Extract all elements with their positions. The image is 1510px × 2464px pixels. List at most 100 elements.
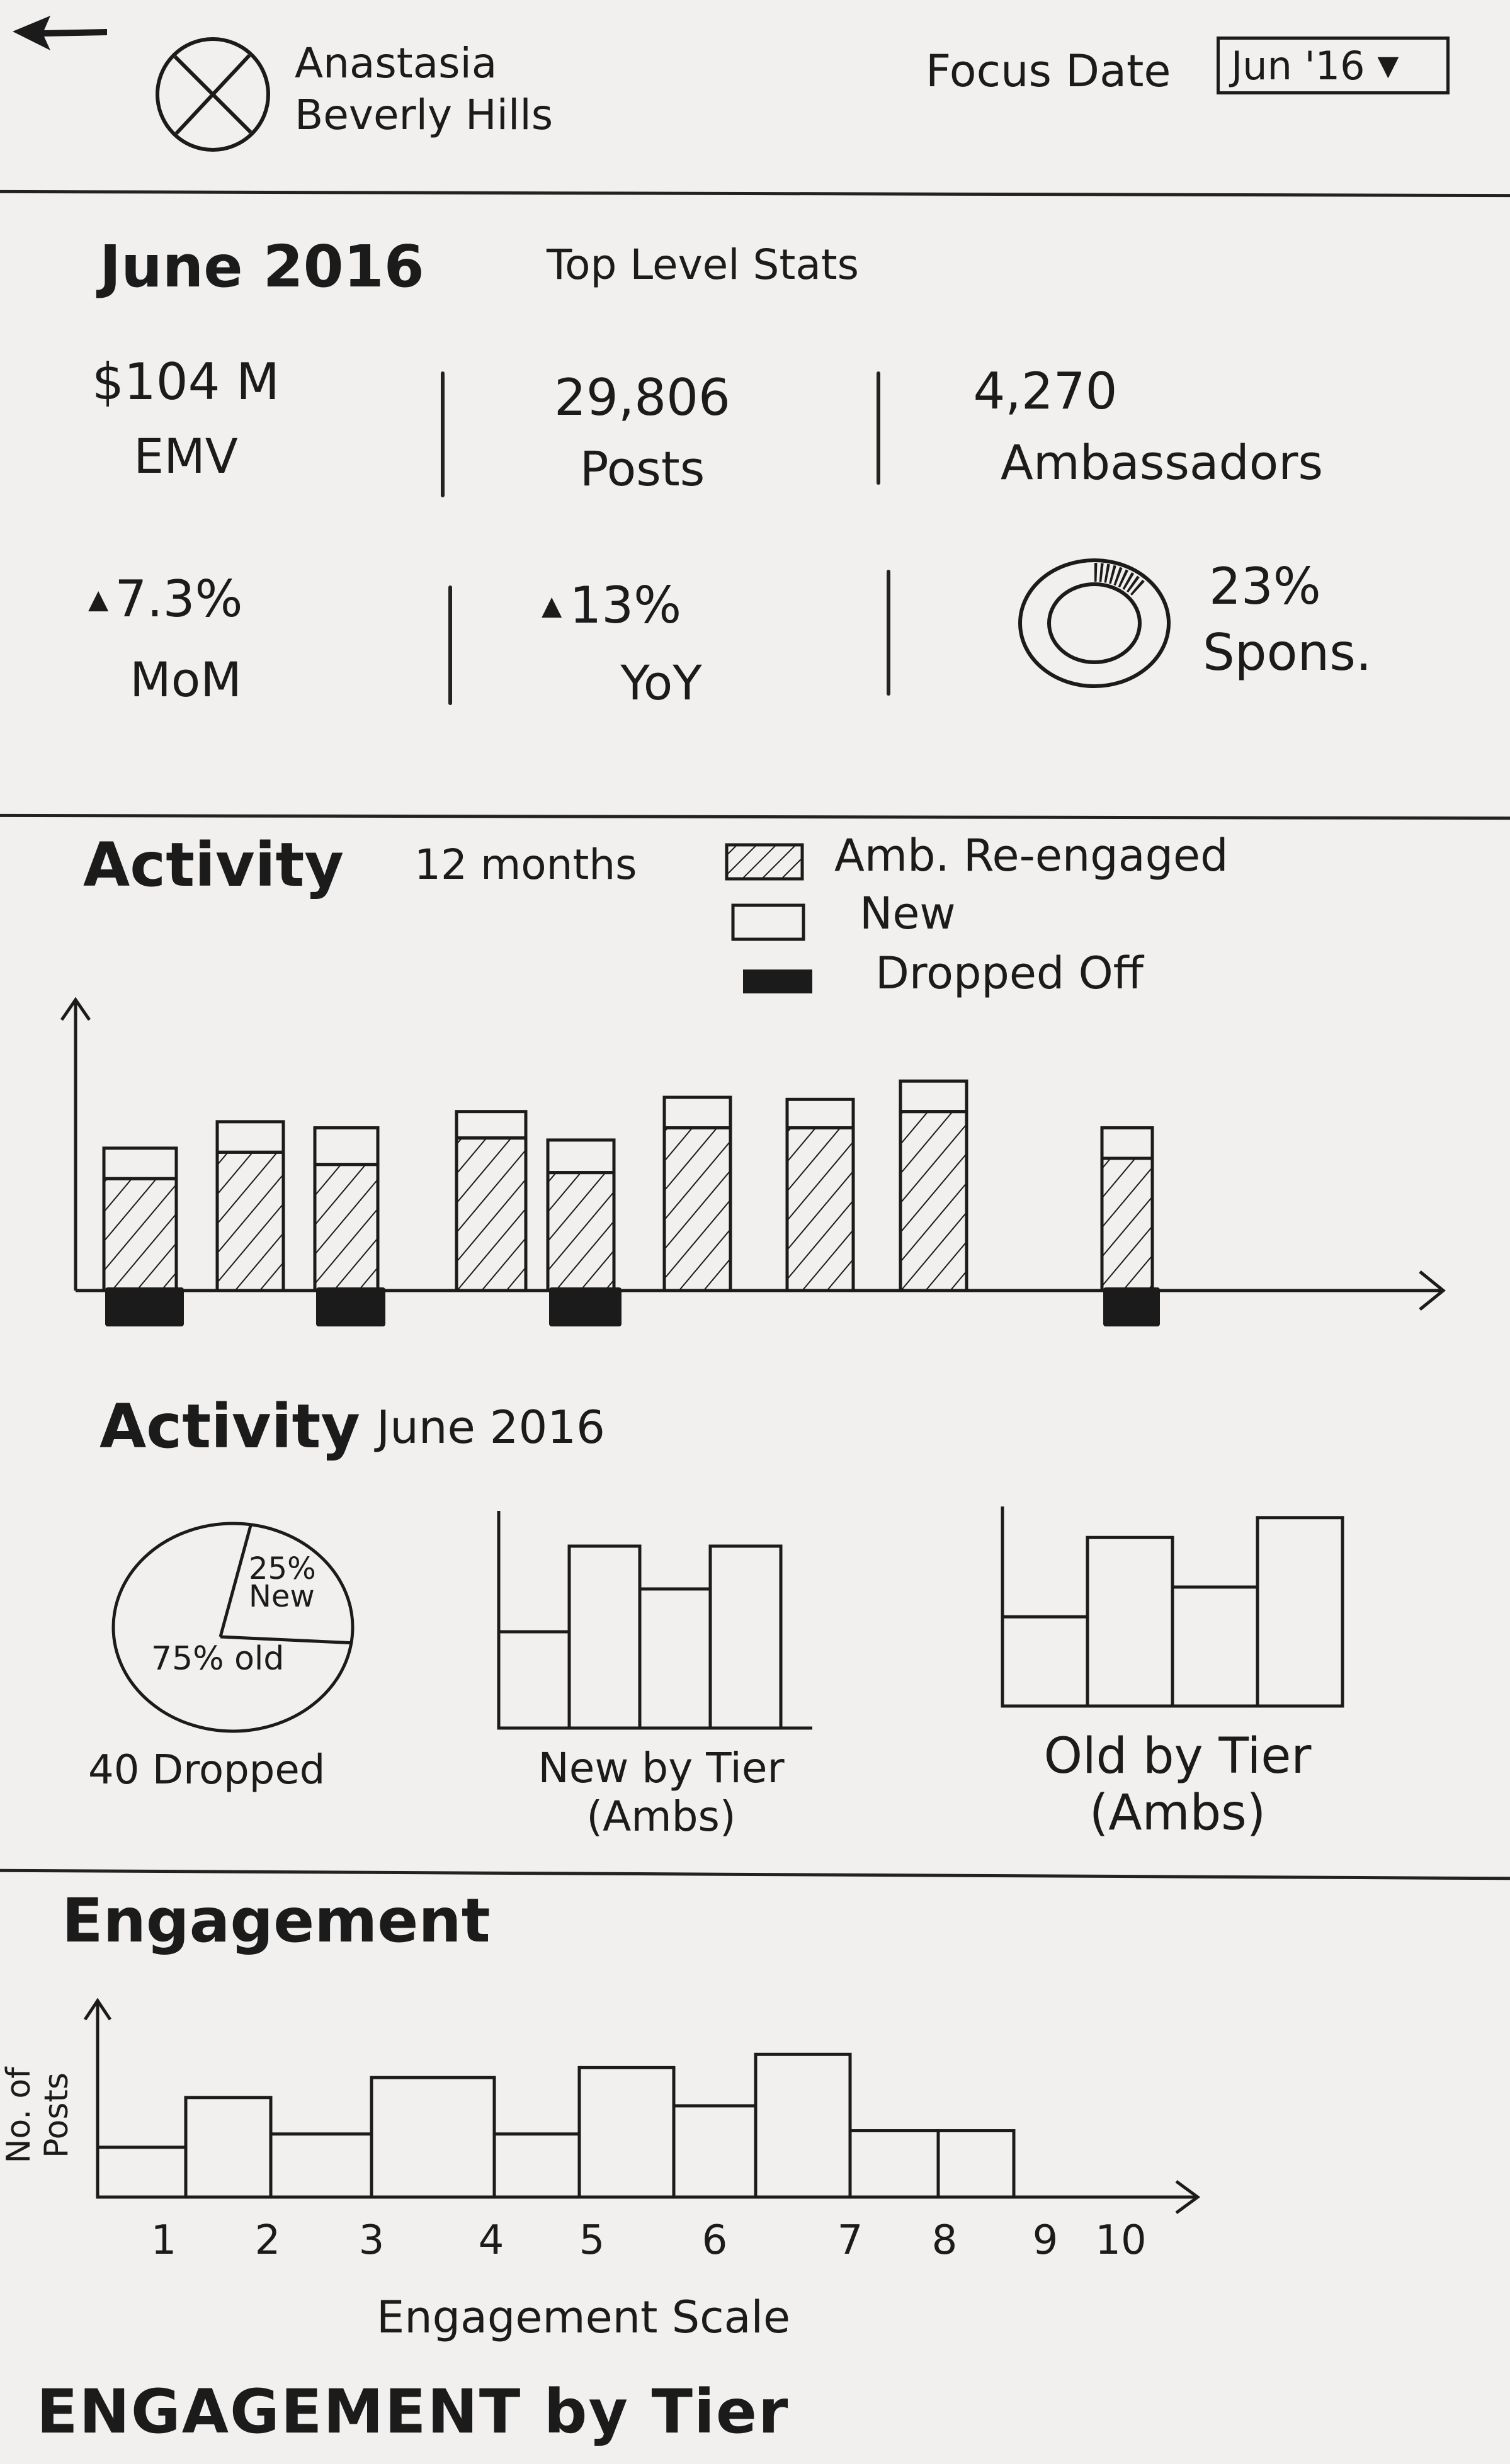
posts-value: 29,806 (554, 368, 730, 427)
pie-slice-divider (220, 1635, 351, 1645)
engagement-by-tier-title: ENGAGEMENT by Tier (37, 2376, 790, 2447)
bar-reengaged (546, 1171, 616, 1292)
spons-label: Spons. (1203, 623, 1372, 682)
engagement-bar (577, 2066, 676, 2199)
activity-subtitle: 12 months (414, 840, 637, 889)
pie-outline (111, 1522, 355, 1733)
tier-bar (567, 1544, 642, 1730)
yoy-value: 13% (569, 576, 682, 635)
old-by-tier-chart (1001, 1506, 1344, 1708)
bar-reengaged (215, 1150, 285, 1292)
brand-line-2: Beverly Hills (295, 91, 553, 139)
focus-date-dropdown[interactable]: Jun '16 ▼ (1217, 37, 1450, 94)
engagement-bar (672, 2104, 758, 2199)
brand-line-1: Anastasia (295, 39, 497, 88)
bar-new (455, 1110, 528, 1140)
engagement-tick-label: 8 (932, 2217, 958, 2264)
bar-reengaged (313, 1163, 380, 1292)
back-arrow-icon[interactable] (6, 6, 113, 63)
stats-divider (0, 813, 1510, 820)
donut-inner-ring (1047, 582, 1142, 664)
bar-new (785, 1097, 855, 1130)
bar-new (899, 1079, 968, 1114)
legend-label-dropped: Dropped Off (875, 947, 1144, 999)
emv-value: $104 M (91, 353, 280, 411)
stat-divider (441, 371, 445, 497)
bar-new (313, 1126, 380, 1167)
mom-change: ▲ 7.3% (88, 570, 243, 628)
pie-old-label: 75% old (151, 1640, 285, 1678)
posts-label: Posts (579, 441, 705, 497)
emv-label: EMV (133, 428, 238, 484)
focus-date-label: Focus Date (926, 45, 1171, 97)
bar-dropped (316, 1287, 385, 1326)
engagement-tick-label: 5 (579, 2217, 605, 2264)
bar-reengaged (899, 1110, 968, 1292)
engagement-tick-label: 3 (359, 2217, 385, 2264)
engagement-title: Engagement (62, 1885, 491, 1956)
old-by-tier-caption-line-1: Old by Tier (1043, 1728, 1312, 1785)
spons-value: 23% (1209, 557, 1321, 616)
activity-12-months-chart (60, 997, 1446, 1326)
engagement-tick-label: 4 (479, 2217, 504, 2264)
engagement-x-label: Engagement Scale (377, 2292, 791, 2343)
focus-date-value: Jun '16 (1231, 42, 1365, 89)
engagement-tick-label: 7 (837, 2217, 863, 2264)
chevron-down-icon: ▼ (1377, 49, 1399, 82)
tier-bar (1171, 1585, 1259, 1708)
engagement-bar (370, 2076, 496, 2199)
pie-slice-divider (219, 1524, 253, 1637)
bar-reengaged (785, 1126, 855, 1292)
stat-divider (877, 371, 880, 485)
engagement-tick-label: 10 (1095, 2217, 1146, 2264)
tier-bar (638, 1587, 712, 1730)
tier-bar (1256, 1516, 1344, 1708)
activity-june-pie-chart (111, 1522, 355, 1733)
engagement-tick-label: 9 (1033, 2217, 1059, 2264)
tier-bar (1086, 1535, 1174, 1708)
brand-logo-icon (156, 37, 270, 152)
legend-swatch-dropped (743, 969, 812, 993)
bar-reengaged (1100, 1156, 1154, 1292)
stat-divider (448, 585, 452, 705)
legend-swatch-reengaged (725, 843, 804, 881)
mom-label: MoM (130, 652, 242, 708)
pie-caption: 40 Dropped (88, 1747, 326, 1794)
y-axis-arrow-icon (83, 1998, 112, 2021)
engagement-chart: 1 2 3 4 5 6 7 8 9 10 (83, 1998, 1201, 2264)
pie-new-label: 25% New (249, 1551, 316, 1614)
engagement-bar (269, 2132, 373, 2199)
engagement-bar (754, 2052, 852, 2199)
new-by-tier-caption: New by Tier (Ambs) (497, 1744, 825, 1841)
bar-reengaged (102, 1177, 178, 1292)
engagement-bar (492, 2132, 581, 2199)
brand-name: Anastasia Beverly Hills (295, 38, 553, 141)
legend-label-new: New (860, 888, 956, 939)
activity-june-title: Activity (99, 1391, 360, 1462)
tier-bar (497, 1630, 571, 1730)
mom-value: 7.3% (115, 570, 243, 628)
x-axis-arrow-icon (1175, 2179, 1201, 2215)
engagement-tick-label: 1 (151, 2217, 177, 2264)
x-axis-arrow-icon (1419, 1270, 1446, 1311)
engagement-tick-label: 2 (255, 2217, 281, 2264)
up-arrow-icon: ▲ (542, 590, 562, 621)
activity-june-subtitle: June 2016 (377, 1401, 605, 1454)
sponsored-donut-chart (1018, 558, 1171, 688)
new-by-tier-caption-line-1: New by Tier (538, 1744, 785, 1792)
new-by-tier-caption-line-2: (Ambs) (586, 1792, 736, 1841)
engagement-bar (936, 2129, 1016, 2199)
legend-label-reengaged: Amb. Re-engaged (834, 830, 1229, 881)
legend-swatch-new (731, 903, 805, 941)
tier-bar (1001, 1615, 1089, 1708)
y-axis-arrow-icon (60, 997, 91, 1021)
yoy-change: ▲ 13% (542, 576, 681, 635)
activity-title: Activity (83, 830, 344, 900)
engagement-bar (848, 2129, 940, 2199)
up-arrow-icon: ▲ (88, 584, 109, 614)
header-divider (0, 189, 1510, 198)
bar-reengaged (662, 1126, 732, 1292)
bar-new (1100, 1126, 1154, 1160)
old-by-tier-caption: Old by Tier (Ambs) (995, 1728, 1360, 1841)
engagement-y-label: No. of Posts (0, 2067, 76, 2164)
